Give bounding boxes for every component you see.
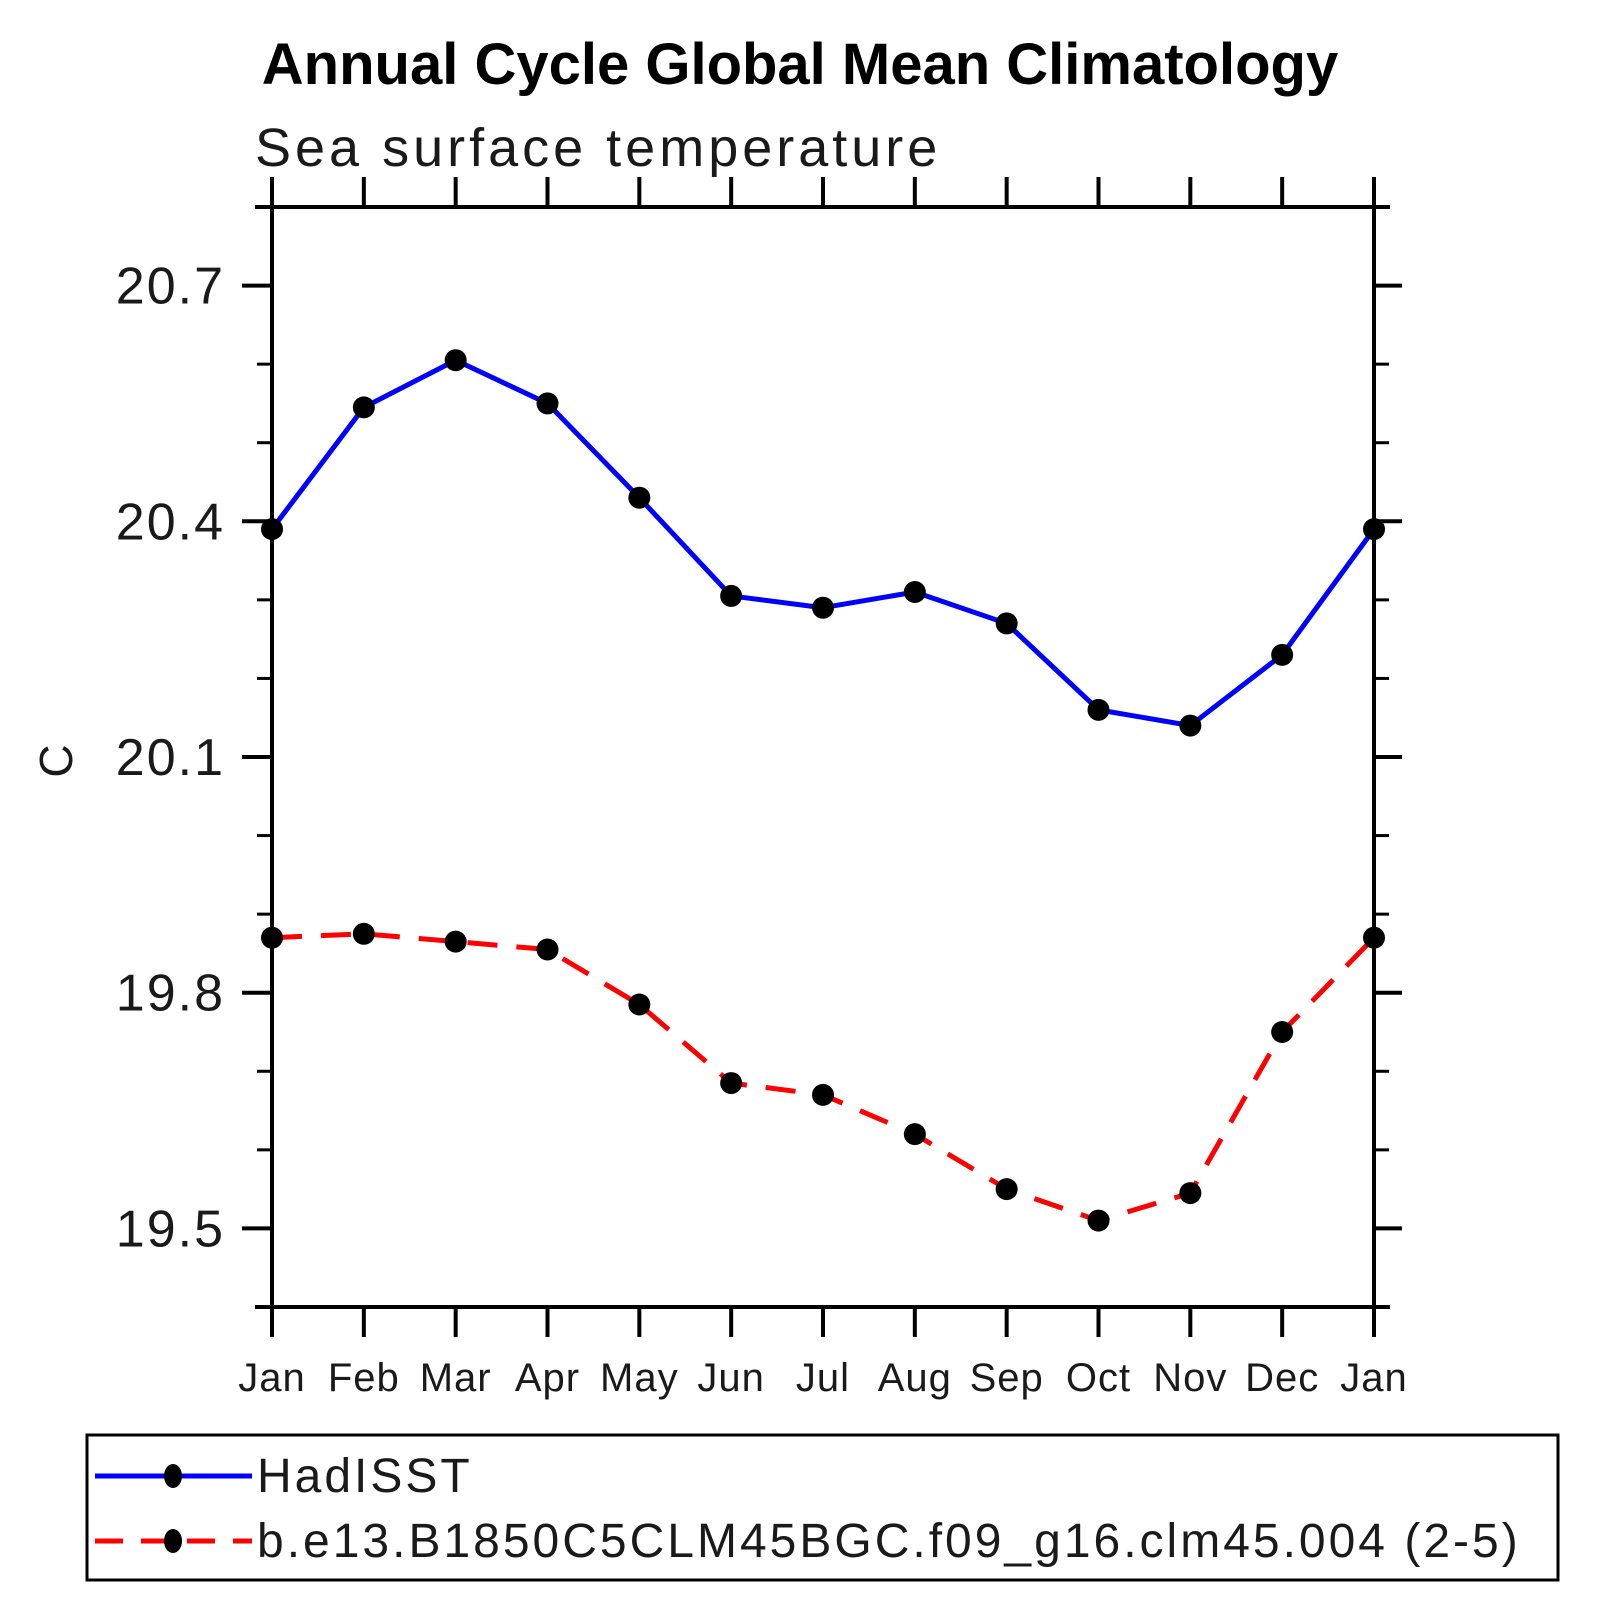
legend-box: [85, 1433, 1560, 1582]
data-point-marker: [720, 584, 743, 607]
y-tick-label: 19.5: [116, 1200, 225, 1258]
x-tick-label: Jan: [238, 1356, 306, 1400]
x-tick-label: Jul: [796, 1356, 850, 1400]
series-line-model: [271, 931, 1376, 1224]
chart-subtitle: Sea surface temperature: [255, 118, 941, 178]
data-point-marker: [628, 993, 651, 1016]
data-point-marker: [995, 1178, 1018, 1201]
data-point-marker: [352, 922, 375, 945]
data-point-marker: [1179, 714, 1202, 737]
data-point-marker: [995, 612, 1018, 635]
data-point-marker: [536, 392, 559, 415]
axes-frame: Jan Feb Mar Apr May Jun Jul Aug Sep Oct Nov Dec Jan 1…: [116, 177, 1408, 1400]
legend-entry: HadISST: [95, 1450, 473, 1503]
x-tick-label: May: [600, 1356, 679, 1400]
x-tick-label: Aug: [878, 1356, 952, 1400]
y-tick-label: 20.7: [116, 258, 225, 316]
data-point-marker: [444, 930, 467, 953]
data-point-marker: [903, 581, 926, 603]
data-point-marker: [1271, 1021, 1294, 1043]
data-series: [261, 349, 1385, 1232]
y-tick-label: 20.4: [116, 493, 225, 551]
legend-marker-dot: [164, 1529, 182, 1553]
data-point-marker: [812, 596, 834, 619]
data-point-marker: [1179, 1182, 1202, 1205]
legend-entry: b.e13.B1850C5CLM45BGC.f09_g16.clm45.004 …: [95, 1515, 1521, 1568]
data-point-marker: [812, 1083, 834, 1106]
x-tick-label: Jun: [697, 1356, 765, 1400]
data-point-marker: [1087, 1209, 1110, 1232]
x-tick-label: Nov: [1153, 1356, 1227, 1400]
legend: HadISST b.e13.B1850C5CLM45BGC.f09_g16.clm…: [85, 1433, 1560, 1582]
legend-label: HadISST: [257, 1450, 473, 1503]
y-tick-label: 20.1: [116, 729, 225, 787]
data-point-marker: [1363, 926, 1385, 949]
legend-marker-dot: [164, 1464, 182, 1488]
x-tick-label: Oct: [1066, 1356, 1131, 1400]
data-point-marker: [903, 1123, 926, 1146]
data-point-marker: [1363, 518, 1385, 541]
data-point-marker: [352, 396, 375, 419]
data-point-marker: [444, 349, 467, 372]
x-tick-label: Dec: [1245, 1356, 1319, 1400]
data-point-marker: [720, 1072, 743, 1095]
x-tick-label: Feb: [328, 1356, 400, 1400]
data-point-marker: [1271, 643, 1294, 666]
x-tick-label: Mar: [420, 1356, 492, 1400]
chart-title: Annual Cycle Global Mean Climatology: [262, 32, 1338, 97]
data-point-marker: [261, 518, 283, 541]
data-point-marker: [536, 938, 559, 961]
y-axis-label: C: [30, 742, 82, 777]
y-tick-label: 19.8: [116, 965, 225, 1023]
data-point-marker: [261, 926, 283, 949]
data-point-marker: [1087, 698, 1110, 721]
x-tick-label: Jan: [1340, 1356, 1408, 1400]
series-line-hadisst: [270, 357, 1377, 729]
x-tick-label: Apr: [515, 1356, 580, 1400]
data-point-marker: [628, 486, 651, 509]
legend-label: b.e13.B1850C5CLM45BGC.f09_g16.clm45.004 …: [257, 1515, 1521, 1568]
x-tick-label: Sep: [970, 1356, 1044, 1400]
